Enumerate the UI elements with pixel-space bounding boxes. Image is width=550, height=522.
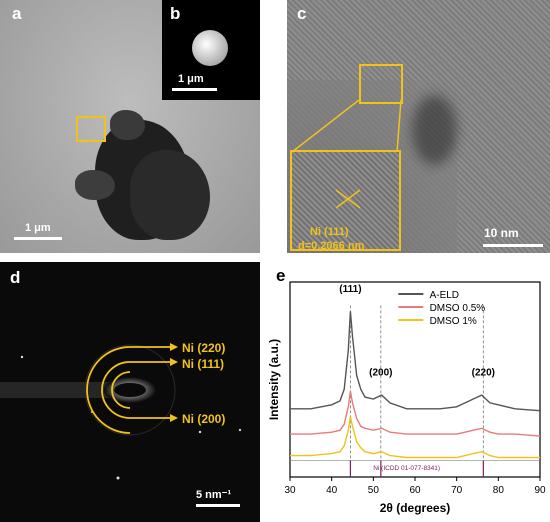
legend-entry: DMSO 1% bbox=[430, 316, 477, 327]
x-tick-label: 70 bbox=[451, 485, 463, 496]
inset-panel-b: b 1 μm bbox=[162, 0, 260, 100]
ring-label-200: Ni (200) bbox=[182, 412, 225, 426]
panel-label: c bbox=[297, 4, 307, 23]
legend-entry: DMSO 0.5% bbox=[430, 303, 486, 314]
plot-frame bbox=[289, 281, 541, 478]
arrow-head-icon bbox=[170, 343, 178, 351]
ring-label-220: Ni (220) bbox=[182, 341, 225, 355]
peak-label: (111) bbox=[339, 284, 361, 295]
particle-cluster bbox=[75, 170, 115, 200]
panel-label: d bbox=[10, 268, 21, 287]
dark-particle bbox=[412, 95, 457, 165]
x-tick-label: 30 bbox=[284, 485, 296, 496]
peak-label: (220) bbox=[472, 368, 495, 379]
scale-bar-label: 10 nm bbox=[484, 226, 519, 240]
panel-label: a bbox=[12, 4, 22, 23]
lattice-plane-label: Ni (111) bbox=[310, 226, 349, 238]
particle-cluster bbox=[110, 110, 145, 140]
scale-bar-label: 1 μm bbox=[178, 73, 204, 85]
x-axis-label: 2θ (degrees) bbox=[380, 501, 451, 515]
roi-box bbox=[359, 64, 403, 104]
legend-entry: A-ELD bbox=[430, 290, 459, 301]
saed-panel-d: Ni (220) Ni (111) Ni (200) d 5 nm⁻¹ bbox=[0, 262, 260, 522]
roi-box bbox=[76, 116, 106, 142]
x-tick-label: 40 bbox=[326, 485, 338, 496]
xrd-panel-e: e Ni (ICDD 01-077-8341) (111) (200) (220) A-… bbox=[260, 262, 550, 522]
scale-bar-label: 1 μm bbox=[25, 222, 51, 234]
sphere-particle bbox=[192, 30, 228, 66]
beam-stopper bbox=[0, 382, 128, 398]
x-tick-label: 60 bbox=[409, 485, 421, 496]
ring-111-arc bbox=[101, 361, 131, 419]
ring-label-111: Ni (111) bbox=[182, 357, 224, 371]
scale-bar-label: 5 nm⁻¹ bbox=[196, 489, 232, 501]
reference-label: Ni (ICDD 01-077-8341) bbox=[373, 465, 440, 472]
peak-label: (200) bbox=[369, 368, 392, 379]
xrd-chart: Ni (ICDD 01-077-8341) (111) (200) (220) A-EL… bbox=[267, 281, 546, 515]
hrtem-image-panel-c: c Ni (111) d=0.2066 nm 10 nm bbox=[287, 0, 550, 253]
series-line bbox=[290, 311, 541, 412]
scale-bar bbox=[196, 504, 240, 507]
scale-bar bbox=[172, 88, 217, 91]
scale-bar bbox=[483, 244, 543, 247]
d-spacing-label: d=0.2066 nm bbox=[298, 240, 365, 252]
scale-bar bbox=[14, 237, 62, 240]
particle-cluster bbox=[130, 150, 210, 240]
ring-220-arc bbox=[86, 346, 131, 434]
arrow-head-icon bbox=[170, 358, 178, 366]
series-line bbox=[290, 391, 541, 437]
series-line bbox=[290, 416, 540, 459]
panel-label: e bbox=[276, 266, 286, 285]
arrow-head-icon bbox=[170, 414, 178, 422]
ring-200-arc bbox=[111, 371, 131, 409]
zoom-connector-lines bbox=[291, 99, 402, 153]
lattice-cross-icon bbox=[335, 189, 361, 209]
x-tick-label: 90 bbox=[534, 485, 546, 496]
y-axis-label: Intensity (a.u.) bbox=[267, 339, 281, 420]
panel-label: b bbox=[170, 4, 181, 23]
x-tick-label: 80 bbox=[493, 485, 505, 496]
saed-pattern: Ni (220) Ni (111) Ni (200) bbox=[0, 341, 242, 480]
x-tick-label: 50 bbox=[368, 485, 380, 496]
zoom-inset: Ni (111) d=0.2066 nm bbox=[290, 150, 401, 252]
